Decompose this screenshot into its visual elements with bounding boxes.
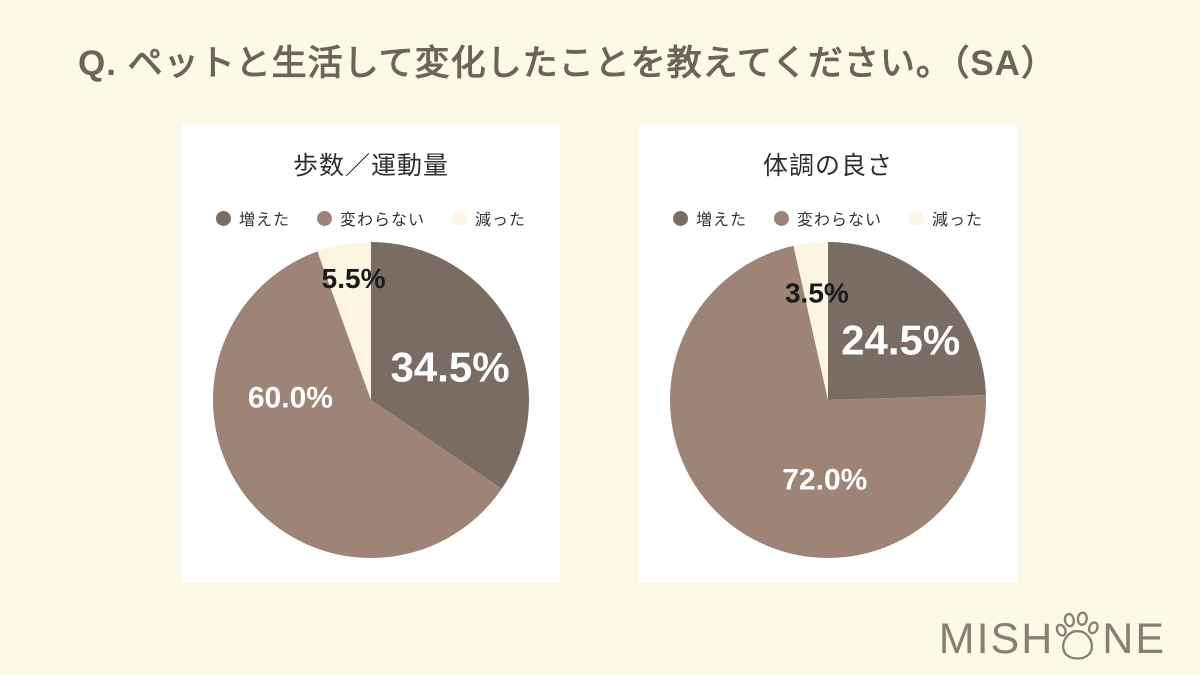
legend-label: 減った: [932, 212, 984, 229]
pie-slice-increased: [828, 242, 986, 400]
pie-chart-steps: 34.5% 60.0% 5.5%: [213, 242, 530, 558]
legend-item-decreased: 減った: [909, 206, 983, 230]
pie-slice-decreased: [317, 242, 371, 400]
legend-item-increased: 増えた: [672, 206, 747, 230]
chart-legend: 増えた 変わらない 減った: [672, 206, 983, 230]
legend-dot-increased: [672, 210, 688, 226]
legend-dot-unchanged: [773, 210, 789, 226]
pie-value-label-increased: 34.5%: [390, 344, 509, 391]
legend-item-unchanged: 変わらない: [773, 206, 882, 230]
chart-card-steps: 歩数／運動量 増えた 変わらない 減った 34.5% 60.0% 5.5%: [182, 124, 560, 583]
legend-label: 増えた: [695, 212, 747, 229]
legend-label: 増えた: [238, 212, 290, 229]
pie-slice-decreased: [793, 242, 828, 400]
legend-dot-decreased: [452, 210, 467, 226]
chart-title-health: 体調の良さ: [762, 152, 893, 180]
pie-value-label-decreased: 3.5%: [785, 277, 849, 308]
legend-dot-unchanged: [316, 210, 332, 226]
legend-dot-decreased: [909, 210, 924, 226]
pie-slice-unchanged: [213, 251, 502, 558]
pie-slice-increased: [371, 242, 530, 489]
legend-label: 減った: [475, 212, 527, 229]
legend-item-decreased: 減った: [452, 206, 526, 230]
pie-value-label-unchanged: 60.0%: [248, 381, 333, 414]
logo-text-right: NE: [1102, 615, 1166, 664]
legend-label: 変わらない: [339, 212, 425, 229]
legend-item-increased: 増えた: [215, 206, 290, 230]
pie-slice-unchanged: [669, 245, 986, 559]
paw-icon: [1055, 611, 1100, 660]
pie-chart-health: 24.5% 72.0% 3.5%: [669, 242, 986, 559]
legend-label: 変わらない: [796, 212, 882, 229]
legend-dot-increased: [215, 210, 231, 226]
chart-legend: 増えた 変わらない 減った: [215, 206, 526, 230]
chart-title-steps: 歩数／運動量: [292, 152, 449, 180]
legend-item-unchanged: 変わらない: [316, 206, 425, 230]
pie-value-label-unchanged: 72.0%: [782, 464, 867, 497]
pie-value-label-increased: 24.5%: [841, 317, 960, 364]
mishone-logo: MISH NE: [938, 610, 1166, 664]
chart-card-health: 体調の良さ 増えた 変わらない 減った 24.5% 72.0% 3.5%: [639, 124, 1017, 583]
logo-text-left: MISH: [938, 615, 1055, 664]
pie-value-label-decreased: 5.5%: [322, 263, 386, 294]
question-title: Q. ペットと生活して変化したことを教えてください。（SA）: [78, 44, 1057, 83]
